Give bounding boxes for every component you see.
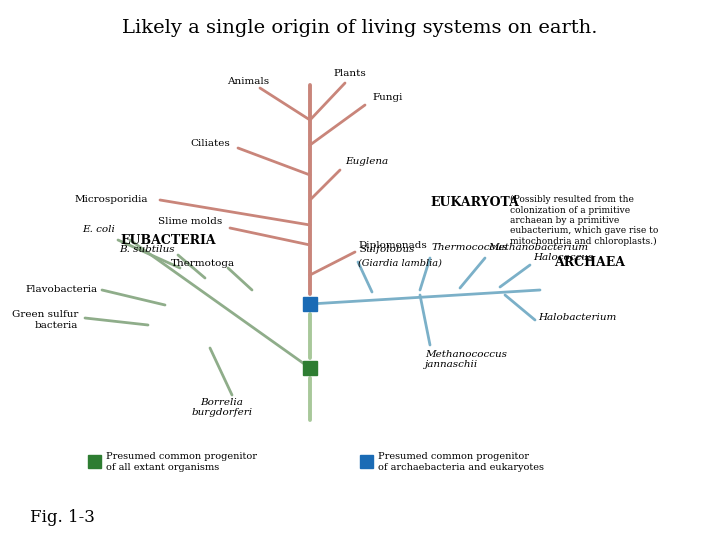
Text: Diplomonads: Diplomonads — [358, 240, 427, 249]
Text: (Giardia lamblia): (Giardia lamblia) — [358, 259, 442, 267]
Text: Fig. 1-3: Fig. 1-3 — [30, 510, 95, 526]
Text: Microsporidia: Microsporidia — [74, 195, 148, 205]
Text: ARCHAEA: ARCHAEA — [554, 255, 626, 268]
Text: Presumed common progenitor
of all extant organisms: Presumed common progenitor of all extant… — [106, 453, 257, 472]
Text: EUKARYOTA: EUKARYOTA — [430, 195, 519, 208]
Bar — [303, 361, 317, 375]
Text: Ciliates: Ciliates — [190, 138, 230, 147]
Text: Plants: Plants — [333, 70, 366, 78]
Text: Slime molds: Slime molds — [158, 218, 222, 226]
Text: Green sulfur
bacteria: Green sulfur bacteria — [12, 310, 78, 330]
Text: Thermotoga: Thermotoga — [171, 259, 235, 267]
Text: Presumed common progenitor
of archaebacteria and eukaryotes: Presumed common progenitor of archaebact… — [378, 453, 544, 472]
Text: EUBACTERIA: EUBACTERIA — [120, 233, 216, 246]
Text: Halococcus: Halococcus — [533, 253, 593, 262]
Text: Animals: Animals — [227, 78, 269, 86]
Text: Flavobacteria: Flavobacteria — [26, 286, 98, 294]
Text: Likely a single origin of living systems on earth.: Likely a single origin of living systems… — [122, 19, 598, 37]
Text: Fungi: Fungi — [372, 93, 402, 103]
Bar — [360, 455, 373, 468]
Text: (Possibly resulted from the
colonization of a primitive
archaean by a primitive
: (Possibly resulted from the colonization… — [510, 195, 658, 246]
Bar — [303, 297, 317, 311]
Text: Euglena: Euglena — [345, 158, 388, 166]
Text: B. subtilus: B. subtilus — [120, 246, 175, 254]
Text: Sulfolobus: Sulfolobus — [360, 246, 415, 254]
Text: Borrelia
burgdorferi: Borrelia burgdorferi — [192, 398, 253, 417]
Text: E. coli: E. coli — [82, 226, 115, 234]
Text: Methanococcus
jannaschii: Methanococcus jannaschii — [425, 350, 507, 369]
Text: Thermococcus: Thermococcus — [432, 244, 508, 253]
Text: Halobacterium: Halobacterium — [538, 314, 616, 322]
Text: Methanobacterium: Methanobacterium — [488, 244, 588, 253]
Bar — [88, 455, 101, 468]
